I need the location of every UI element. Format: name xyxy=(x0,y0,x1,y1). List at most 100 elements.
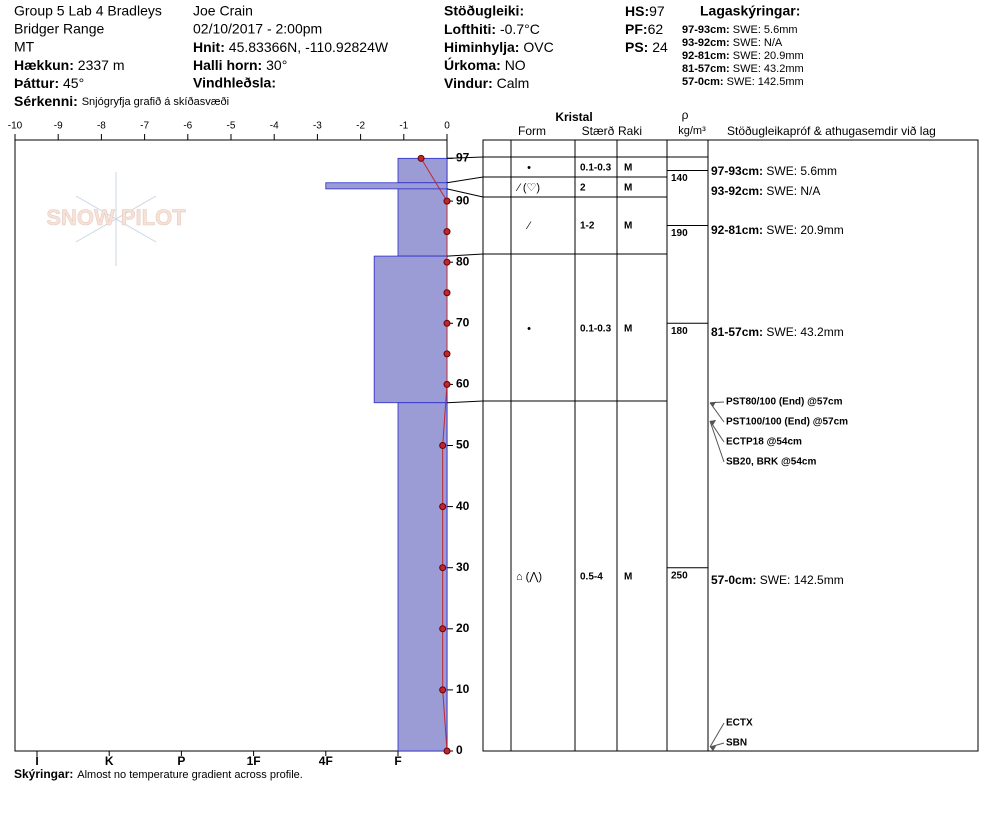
value: Calm xyxy=(497,75,530,91)
legend-value: SWE: 43.2mm xyxy=(733,63,804,75)
density-value: 250 xyxy=(671,570,688,581)
x-tick-label: -4 xyxy=(270,121,279,132)
form-header: Form xyxy=(518,124,546,138)
snowflake xyxy=(75,172,157,266)
label: PF: xyxy=(625,21,648,37)
value: NO xyxy=(505,57,526,73)
crystal-form: ⌂ (⋀) xyxy=(516,571,542,583)
wetness: M xyxy=(624,221,632,232)
layer-label: 57-0cm: xyxy=(711,573,756,587)
wetness-header: Raki xyxy=(618,124,642,138)
legend-entry: 92-81cm: SWE: 20.9mm xyxy=(682,50,804,62)
legend-label: 57-0cm: xyxy=(682,76,724,88)
site: Group 5 Lab 4 Bradleys xyxy=(14,3,162,19)
y-tick-label: 90 xyxy=(456,193,470,207)
crystal-size: 2 xyxy=(580,183,586,194)
y-tick-label: 70 xyxy=(456,315,470,329)
hardness-tick-label: F xyxy=(394,754,401,768)
coords: Hnit: 45.83366N, -110.92824W xyxy=(193,39,389,55)
crystal-size: 0.1-0.3 xyxy=(580,163,612,174)
test-arrowhead xyxy=(710,401,716,407)
observer: Joe Crain xyxy=(193,3,253,19)
density-value: 140 xyxy=(671,173,688,184)
ps: PS: 24 xyxy=(625,39,668,55)
density-value: 180 xyxy=(671,326,688,337)
comments-header: Stöðugleikapróf & athugasemdir við lag xyxy=(727,124,936,138)
hardness-bar xyxy=(373,255,448,404)
value: OVC xyxy=(523,39,553,55)
x-tick-label: 0 xyxy=(444,121,450,132)
layer-comment: 93-92cm: SWE: N/A xyxy=(711,184,820,198)
hardness-tick-label: 1F xyxy=(247,754,261,768)
test-arrowhead xyxy=(710,420,716,426)
layer-comment: 81-57cm: SWE: 43.2mm xyxy=(711,325,844,339)
layer-swe: SWE: 142.5mm xyxy=(760,573,844,587)
legend-entry: 93-92cm: SWE: N/A xyxy=(682,37,783,49)
x-tick-label: -3 xyxy=(313,121,322,132)
x-tick-label: -2 xyxy=(356,121,365,132)
layer-label: 93-92cm: xyxy=(711,184,763,198)
y-tick-label: 40 xyxy=(456,499,470,513)
y-tick-label: 30 xyxy=(456,560,470,574)
hs: HS:97 xyxy=(625,3,665,19)
precip: Úrkoma: NO xyxy=(444,56,526,73)
label: Halli horn: xyxy=(193,57,262,73)
legend-label: 93-92cm: xyxy=(682,37,730,49)
hardness-tick-label: I xyxy=(35,754,38,768)
test-arrow xyxy=(709,402,725,423)
x-tick-label: -8 xyxy=(97,121,106,132)
test-label: SB20, BRK @54cm xyxy=(726,457,816,468)
legend-value: SWE: 142.5mm xyxy=(727,76,804,88)
layer-connector xyxy=(446,400,484,404)
features: Sérkenni: Snjógryfja grafið á skíðasvæði xyxy=(14,93,229,109)
legend-value: SWE: 20.9mm xyxy=(733,50,804,62)
hardness-bar xyxy=(397,188,448,257)
label: Skýringar: xyxy=(14,767,73,781)
layer-label: 81-57cm: xyxy=(711,325,763,339)
label: Hækkun: xyxy=(14,57,74,73)
temperature-point xyxy=(443,380,451,388)
temperature-point xyxy=(443,258,451,266)
wetness: M xyxy=(624,324,632,335)
label: Himinhylja: xyxy=(444,39,519,55)
label: Sérkenni: xyxy=(14,93,78,109)
crystal-form: • xyxy=(527,323,531,335)
label: Þáttur: xyxy=(14,75,59,91)
temperature-point xyxy=(443,228,451,236)
x-tick-label: -10 xyxy=(8,121,23,132)
hardness-bar xyxy=(397,402,448,752)
value: 62 xyxy=(648,21,664,37)
rho-header: ρ xyxy=(682,108,689,122)
table-header: Kristal Form Stærð Raki ρ kg/m³ Stöðugle… xyxy=(518,108,936,138)
aspect: Þáttur: 45° xyxy=(14,75,84,91)
footnote: Skýringar: Almost no temperature gradien… xyxy=(14,766,303,782)
test-arrowhead xyxy=(710,746,716,751)
temperature-point xyxy=(443,289,451,297)
test-label: ECTX xyxy=(726,718,753,729)
layer-connector xyxy=(446,156,484,159)
wind-loading: Vindhleðsla: xyxy=(193,75,276,91)
temperature-point xyxy=(439,442,447,449)
legend-value: SWE: 5.6mm xyxy=(733,24,798,36)
layer-connector xyxy=(446,188,484,198)
value: Snjógryfja grafið á skíðasvæði xyxy=(82,96,229,108)
legend-entry: 97-93cm: SWE: 5.6mm xyxy=(682,24,798,36)
test-arrow xyxy=(709,420,725,443)
temperature-point xyxy=(443,747,451,755)
hardness-bar xyxy=(325,182,448,190)
crystal-form: ⁄ xyxy=(525,220,532,232)
label: PS: xyxy=(625,39,648,55)
value: 24 xyxy=(652,39,668,55)
y-tick-label: 0 xyxy=(456,743,463,757)
test-label: ECTP18 @54cm xyxy=(726,437,802,448)
test-label: PST80/100 (End) @57cm xyxy=(726,397,843,408)
wetness: M xyxy=(624,163,632,174)
temperature-point xyxy=(439,564,447,572)
test-label: PST100/100 (End) @57cm xyxy=(726,417,848,428)
y-tick-label: 10 xyxy=(456,682,470,696)
x-tick-label: -9 xyxy=(54,121,63,132)
legend-entry: 81-57cm: SWE: 43.2mm xyxy=(682,63,804,75)
hardness-tick-label: K xyxy=(105,754,114,768)
value: 97 xyxy=(649,3,665,19)
temperature-point xyxy=(443,350,451,358)
